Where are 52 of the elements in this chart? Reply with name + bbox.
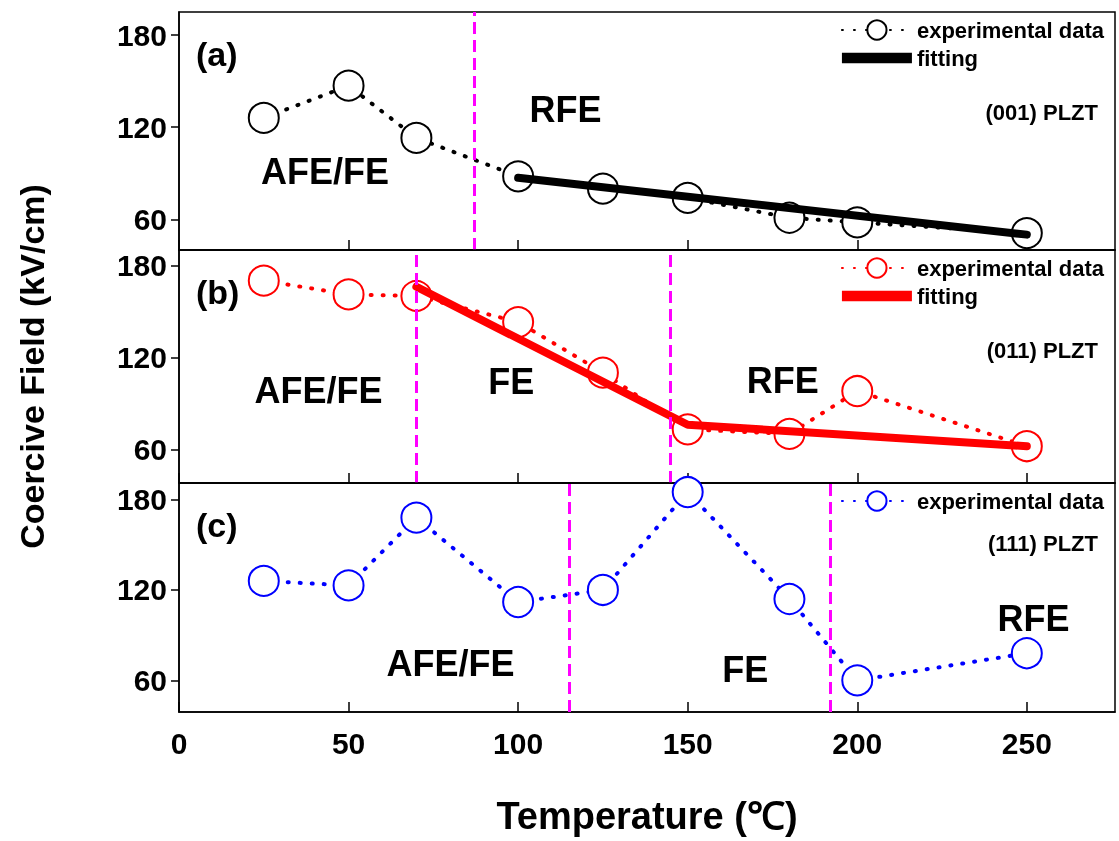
point bbox=[671, 476, 704, 509]
point bbox=[773, 583, 806, 615]
legend-label: experimental data bbox=[916, 488, 1105, 514]
text: (001) PLZT bbox=[985, 99, 1099, 125]
y-axis-title: Coercive Field (kV/cm) bbox=[13, 184, 51, 549]
point bbox=[400, 501, 433, 534]
x-tick-label: 200 bbox=[832, 726, 883, 760]
point bbox=[1010, 637, 1043, 670]
text: (c) bbox=[196, 506, 238, 544]
text: (011) PLZT bbox=[986, 337, 1099, 363]
point bbox=[247, 264, 280, 297]
y-tick-label: 180 bbox=[116, 483, 167, 517]
y-tick-label: 60 bbox=[133, 432, 167, 466]
text: (b) bbox=[196, 273, 240, 311]
annotation: AFE/FE bbox=[254, 370, 383, 412]
y-tick-label: 180 bbox=[116, 248, 167, 282]
point bbox=[400, 121, 433, 154]
point bbox=[332, 569, 365, 602]
legend-label: experimental data bbox=[916, 17, 1105, 43]
x-tick-label: 50 bbox=[331, 726, 366, 760]
x-tick-label: 150 bbox=[662, 726, 713, 760]
y-tick-label: 60 bbox=[133, 663, 167, 697]
x-tick-label: 0 bbox=[170, 726, 188, 760]
annotation: AFE/FE bbox=[261, 150, 390, 192]
text: (111) PLZT bbox=[987, 530, 1099, 556]
text: (a) bbox=[196, 35, 238, 73]
y-tick-label: 120 bbox=[116, 573, 167, 607]
legend-label: fitting bbox=[916, 283, 979, 309]
annotation: RFE bbox=[746, 359, 819, 401]
point bbox=[332, 278, 365, 311]
x-tick-label: 100 bbox=[493, 726, 544, 760]
point bbox=[841, 664, 874, 697]
point bbox=[332, 69, 365, 102]
x-tick-label: 250 bbox=[1001, 726, 1052, 760]
annotation: FE bbox=[722, 649, 769, 691]
point bbox=[247, 564, 280, 597]
point bbox=[502, 586, 535, 619]
point bbox=[586, 573, 619, 606]
x-axis-title: Temperature (℃) bbox=[496, 795, 798, 837]
annotation: FE bbox=[488, 361, 535, 403]
annotation: RFE bbox=[997, 597, 1070, 639]
point bbox=[841, 375, 874, 408]
legend-label: fitting bbox=[916, 45, 979, 71]
point bbox=[502, 306, 535, 339]
y-tick-label: 180 bbox=[116, 18, 167, 52]
y-tick-label: 120 bbox=[116, 340, 167, 374]
point bbox=[247, 101, 280, 134]
y-tick-label: 60 bbox=[133, 202, 167, 236]
legend-label: experimental data bbox=[916, 255, 1105, 281]
annotation: AFE/FE bbox=[386, 643, 515, 685]
y-tick-label: 120 bbox=[116, 110, 167, 144]
annotation: RFE bbox=[529, 89, 602, 131]
